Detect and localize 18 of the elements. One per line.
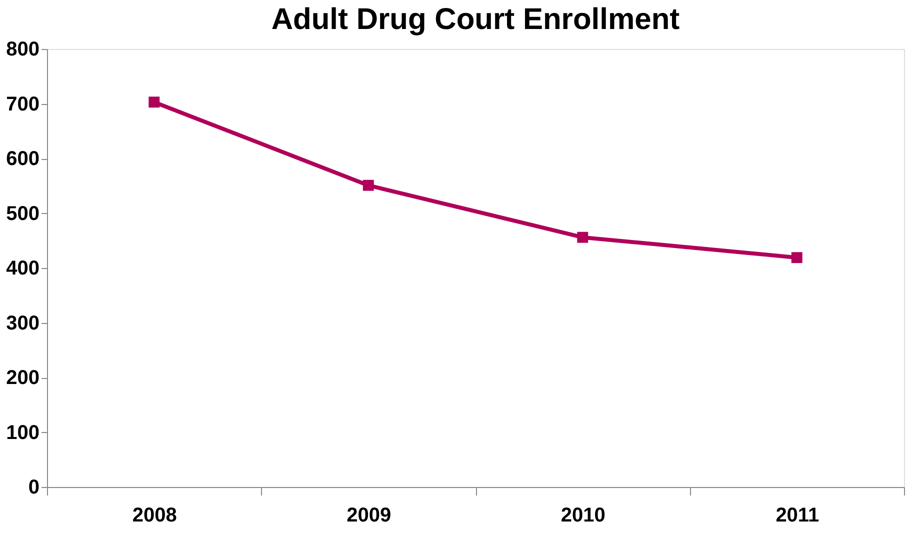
y-tick-label: 200 [6, 367, 40, 389]
point [791, 252, 802, 264]
y-tick-label: 0 [28, 476, 40, 498]
y-tick-label: 800 [6, 38, 40, 60]
y-tick-label: 600 [6, 148, 40, 170]
y-tick-label: 300 [6, 312, 40, 334]
y-tick-label: 400 [6, 258, 40, 280]
y-tick-label: 700 [6, 93, 40, 116]
point [577, 232, 588, 243]
chart-title: Adult Drug Court Enrollment [271, 3, 680, 36]
x-tick-label: 2008 [132, 504, 177, 526]
x-tick-label: 2011 [776, 504, 820, 526]
x-tick-label: 2009 [346, 504, 392, 526]
y-tick-label: 500 [6, 202, 40, 225]
point [362, 180, 374, 191]
x-tick-label: 2010 [560, 504, 606, 526]
y-tick-label: 100 [6, 422, 40, 444]
point [148, 96, 160, 108]
